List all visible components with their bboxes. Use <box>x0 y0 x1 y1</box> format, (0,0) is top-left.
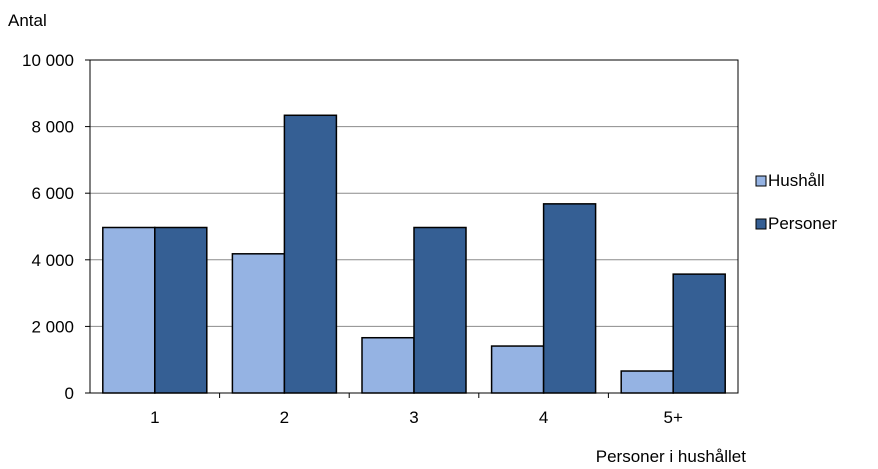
y-axis-ticks: 0 2 000 4 000 6 000 8 000 10 000 <box>22 51 90 403</box>
x-tick-label: 1 <box>150 408 159 427</box>
bar-personer <box>154 226 208 394</box>
bar-hushall <box>231 253 286 394</box>
bar-personer <box>413 226 467 394</box>
legend-label: Personer <box>768 214 837 233</box>
bar-personer <box>283 114 338 394</box>
legend: Hushåll Personer <box>755 171 837 233</box>
y-tick-label: 0 <box>65 384 74 403</box>
legend-label: Hushåll <box>768 171 825 190</box>
y-tick-label: 8 000 <box>31 118 74 137</box>
bar-personer <box>542 203 597 394</box>
x-tick-label: 2 <box>280 408 289 427</box>
y-tick-label: 4 000 <box>31 251 74 270</box>
y-axis-label: Antal <box>8 11 47 30</box>
bar-hushall <box>102 226 156 394</box>
legend-swatch <box>755 218 767 230</box>
x-axis-label: Personer i hushållet <box>596 447 747 464</box>
x-tick-label: 4 <box>539 408 548 427</box>
bars-group <box>102 114 726 394</box>
x-tick-label: 3 <box>409 408 418 427</box>
x-tick-label: 5+ <box>664 408 683 427</box>
x-axis-ticks: 1 2 3 4 5+ <box>150 393 683 427</box>
bar-hushall <box>620 370 674 394</box>
bar-personer <box>672 273 726 394</box>
legend-swatch <box>755 175 767 187</box>
bar-hushall <box>490 345 545 394</box>
y-tick-label: 2 000 <box>31 317 74 336</box>
y-tick-label: 10 000 <box>22 51 74 70</box>
y-tick-label: 6 000 <box>31 184 74 203</box>
bar-hushall <box>361 336 415 394</box>
